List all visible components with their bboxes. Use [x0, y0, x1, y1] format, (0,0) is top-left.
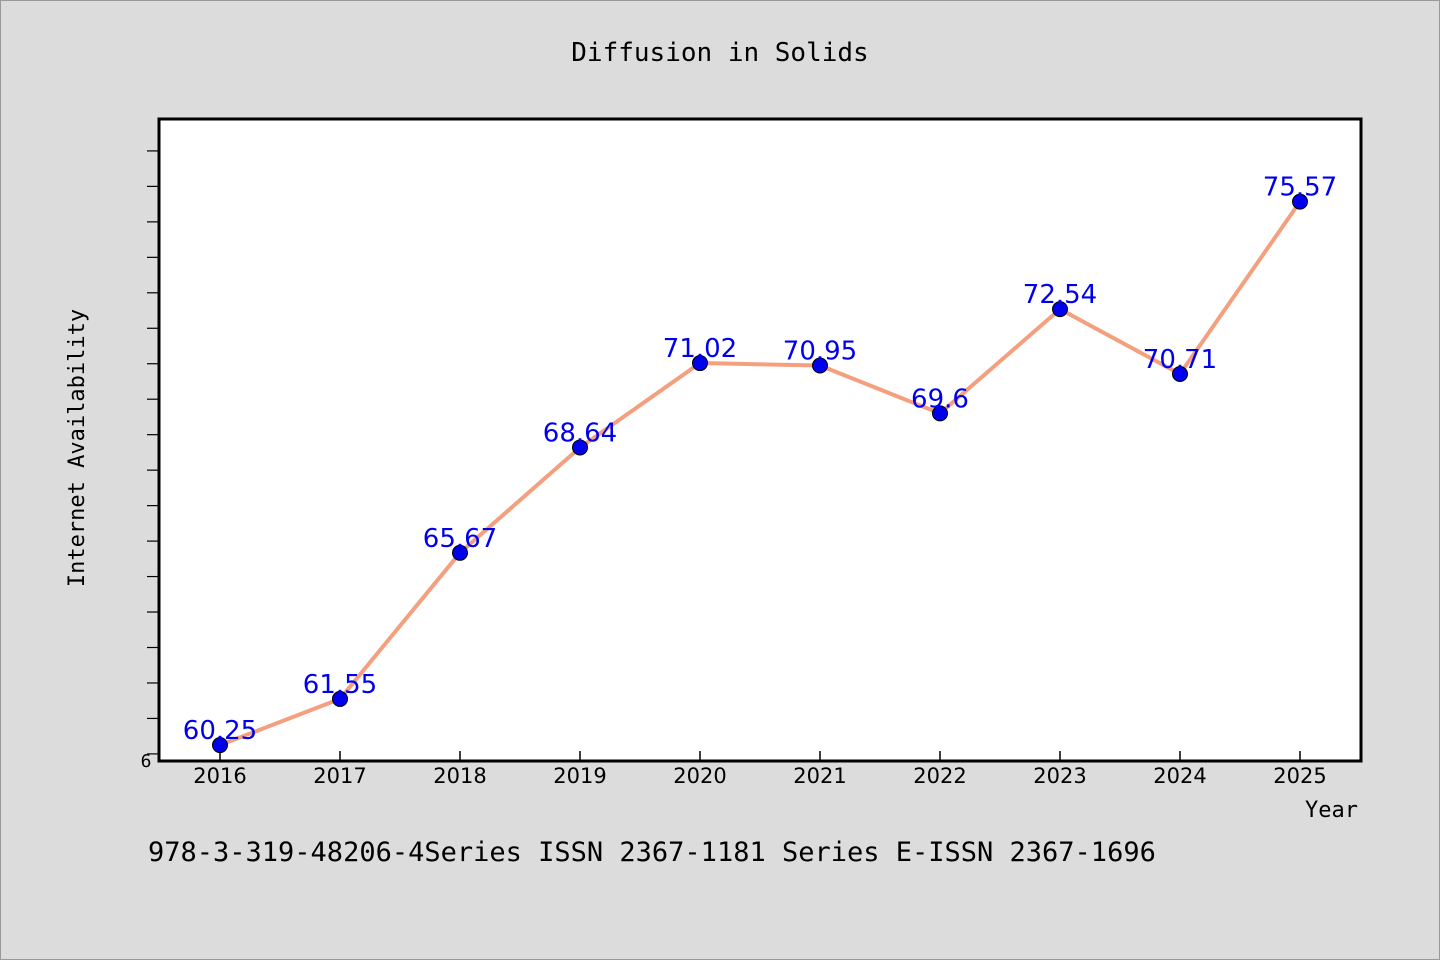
y-axis-label: Internet Availability — [65, 309, 90, 587]
x-axis-ticks — [219, 751, 1301, 761]
data-point — [452, 544, 468, 561]
chart-title: Diffusion in Solids — [571, 38, 868, 68]
data-label: 68.64 — [543, 418, 617, 448]
x-tick-label: 2018 — [433, 764, 486, 788]
data-point — [1292, 193, 1308, 210]
data-label: 71.02 — [663, 334, 737, 364]
data-label: 70.95 — [783, 337, 857, 367]
x-tick-label: 2017 — [313, 764, 366, 788]
data-point — [932, 405, 948, 422]
x-tick-label: 2022 — [913, 764, 966, 788]
series-line — [218, 199, 1302, 748]
plot-area — [157, 117, 1363, 763]
x-axis-tick-labels: 2016 2017 2018 2019 2020 2021 2022 2023 2024 2025 — [193, 764, 1326, 788]
data-point — [1052, 301, 1068, 318]
x-tick-label: 2020 — [673, 764, 726, 788]
footer-text: 978-3-319-48206-4Series ISSN 2367-1181 S… — [148, 837, 1156, 868]
data-point — [1172, 366, 1188, 383]
data-label: 60.25 — [183, 716, 257, 746]
x-tick-label: 2019 — [553, 764, 606, 788]
data-point — [692, 355, 708, 372]
data-label: 75.57 — [1263, 173, 1337, 203]
y-tick-label: 6 — [141, 751, 152, 772]
x-tick-label: 2016 — [193, 764, 246, 788]
data-point — [332, 690, 348, 707]
y-axis-ticks — [147, 150, 159, 755]
data-label: 72.54 — [1023, 280, 1097, 310]
series-group: 60.25 61.55 65.67 68.64 71.02 70.95 69.6 72.54 7… — [183, 173, 1337, 754]
x-tick-label: 2024 — [1153, 764, 1206, 788]
data-point — [212, 737, 228, 754]
data-label: 65.67 — [423, 524, 497, 554]
data-label: 69.6 — [911, 384, 969, 414]
data-label: 70.71 — [1143, 345, 1217, 375]
data-label: 61.55 — [303, 670, 377, 700]
data-labels: 60.25 61.55 65.67 68.64 71.02 70.95 69.6 72.54 7… — [183, 173, 1337, 746]
data-point — [812, 357, 828, 374]
series-markers — [212, 193, 1308, 754]
x-axis-label: Year — [1305, 798, 1358, 823]
x-tick-label: 2023 — [1033, 764, 1086, 788]
x-tick-label: 2025 — [1273, 764, 1326, 788]
data-point — [572, 439, 588, 456]
x-tick-label: 2021 — [793, 764, 846, 788]
